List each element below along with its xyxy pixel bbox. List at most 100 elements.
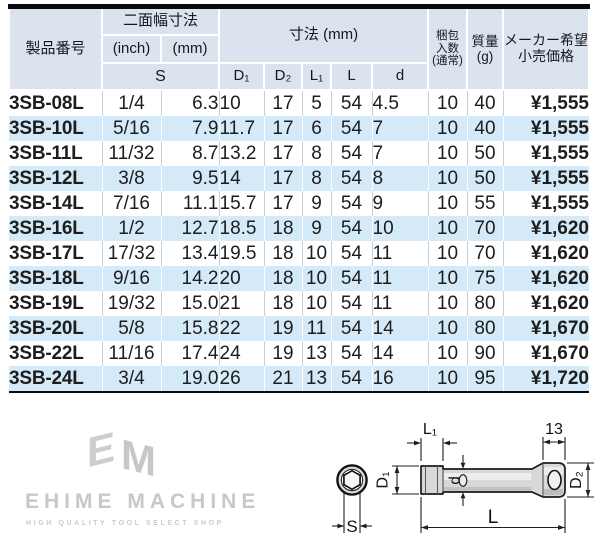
cell-mm: 12.7 — [161, 216, 220, 241]
cell-mass: 90 — [467, 341, 504, 366]
watermark-logo: E M EHIME MACHINE HIGH QUALITY TOOL SELE… — [25, 424, 255, 527]
cell-inch: 5/8 — [102, 316, 162, 341]
cell-d1: 21 — [219, 291, 265, 316]
col-header-d: d — [371, 62, 429, 91]
cell-d2: 17 — [264, 90, 303, 116]
cell-l1: 8 — [302, 141, 332, 166]
cell-d: 16 — [372, 366, 429, 393]
cell-inch: 1/4 — [102, 90, 162, 116]
cell-inch: 3/4 — [102, 366, 162, 393]
col-header-product-no: 製品番号 — [8, 5, 103, 91]
cell-l1: 10 — [302, 241, 332, 266]
cell-price: ¥1,670 — [530, 343, 589, 364]
cell-product-code: 3SB-19L — [9, 291, 103, 316]
cell-d1: 19.5 — [219, 241, 265, 266]
cell-l: 54 — [331, 166, 373, 191]
cell-d2: 18 — [264, 216, 303, 241]
spec-table-section: 製品番号 二面幅寸法 寸法 (mm) 梱包 入数 (通常) 質量 (g) メーカ… — [8, 4, 590, 393]
cell-mass: 40 — [467, 116, 504, 141]
cell-d1: 24 — [219, 341, 265, 366]
cell-d: 8 — [372, 166, 429, 191]
cell-mass: 70 — [467, 241, 504, 266]
dim-d2: D₂ — [567, 462, 594, 498]
cell-price: ¥1,555 — [530, 193, 589, 214]
cell-price: ¥1,670 — [503, 316, 589, 341]
table-row: 3SB-10L 5/16 7.9 11.7 17 6 54 7 10 40 ¥1… — [9, 116, 589, 141]
cell-qty: 10 — [428, 191, 468, 216]
em-monogram-icon: E M — [87, 424, 156, 482]
monogram-m: M — [121, 431, 156, 482]
cell-d: 10 — [372, 216, 429, 241]
cell-product-code: 3SB-10L — [9, 116, 103, 141]
cell-d: 9 — [372, 191, 429, 216]
cell-inch: 11/16 — [102, 341, 162, 366]
cell-mass: 75 — [467, 266, 504, 291]
cell-mass: 80 — [467, 316, 504, 341]
cell-d1: 15.7 — [219, 191, 265, 216]
dim-l1: L₁ — [407, 421, 457, 461]
table-row: 3SB-24L 3/4 19.0 26 21 13 54 16 10 95 ¥1… — [9, 366, 589, 393]
col-header-width-across-flats: 二面幅寸法 — [101, 5, 220, 36]
cell-inch: 17/32 — [102, 241, 162, 266]
label-l: L — [488, 507, 499, 528]
cell-mm: 6.3 — [161, 90, 220, 116]
cell-product-code: 3SB-22L — [9, 341, 103, 366]
cell-d: 4.5 — [372, 90, 429, 116]
cell-qty: 10 — [428, 366, 468, 393]
cell-price: ¥1,620 — [530, 243, 589, 264]
cell-d: 7 — [372, 116, 429, 141]
cell-mass: 80 — [467, 291, 504, 316]
cell-mm: 17.4 — [161, 341, 220, 366]
cell-d2: 17 — [264, 166, 303, 191]
cell-qty: 10 — [428, 341, 468, 366]
cell-mm: 19.0 — [161, 366, 220, 393]
logo-tagline: HIGH QUALITY TOOL SELECT SHOP — [26, 520, 224, 527]
cell-mass: 70 — [467, 216, 504, 241]
cell-d: 7 — [372, 141, 429, 166]
cell-d: 11 — [372, 266, 429, 291]
dim-d: d — [447, 455, 466, 506]
cell-l1: 9 — [302, 216, 332, 241]
col-header-packing-qty: 梱包 入数 (通常) — [427, 5, 468, 91]
cell-d1: 26 — [219, 366, 265, 393]
cell-inch: 19/32 — [102, 291, 162, 316]
col-header-dimensions-mm: 寸法 (mm) — [218, 5, 429, 64]
socket-dimension-diagram: S L₁ 13 D₁ — [332, 421, 594, 536]
cell-l1: 6 — [302, 116, 332, 141]
cell-product-code: 3SB-16L — [9, 216, 103, 241]
table-row: 3SB-18L 9/16 14.2 20 18 10 54 11 10 75 ¥… — [9, 266, 589, 291]
cell-inch: 9/16 — [102, 266, 162, 291]
cell-l1: 10 — [302, 266, 332, 291]
label-s: S — [346, 517, 357, 536]
cell-d: 14 — [372, 316, 429, 341]
cell-l1: 8 — [302, 166, 332, 191]
cell-mm: 15.0 — [161, 291, 220, 316]
dim-13: 13 — [542, 421, 566, 460]
cell-qty: 10 — [428, 316, 468, 341]
cell-l1: 10 — [302, 291, 332, 316]
drive-hole — [547, 469, 562, 491]
cell-l1: 5 — [302, 90, 332, 116]
dim-d1: D₁ — [375, 465, 419, 495]
cell-d1: 20 — [219, 266, 265, 291]
cell-mm: 13.4 — [161, 241, 220, 266]
cell-price: ¥1,555 — [503, 116, 589, 141]
label-d2: D₂ — [568, 471, 585, 489]
cell-qty: 10 — [428, 116, 468, 141]
label-l1: L₁ — [423, 421, 437, 438]
cell-d: 11 — [372, 241, 429, 266]
cell-product-code: 3SB-20L — [9, 316, 103, 341]
cell-d: 11 — [372, 291, 429, 316]
col-header-l: L — [330, 62, 373, 91]
col-header-mm: (mm) — [160, 34, 220, 64]
cell-qty: 10 — [428, 216, 468, 241]
cell-price: ¥1,720 — [503, 366, 589, 393]
cell-price: ¥1,620 — [503, 266, 589, 291]
cell-mm: 11.1 — [161, 191, 220, 216]
col-header-retail-price: メーカー希望 小売価格 — [502, 5, 590, 91]
cell-mm: 15.8 — [161, 316, 220, 341]
cell-d2: 18 — [264, 241, 303, 266]
table-row: 3SB-19L 19/32 15.0 21 18 10 54 11 10 80 … — [9, 291, 589, 316]
cell-mass: 40 — [467, 90, 504, 116]
cell-mass: 50 — [467, 166, 504, 191]
